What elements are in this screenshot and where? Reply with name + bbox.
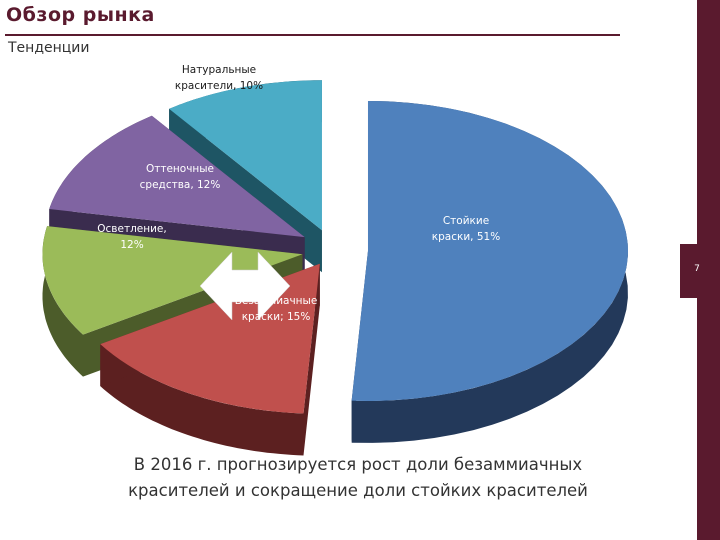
title-divider — [5, 34, 620, 36]
slice-label: Оттеночные средства, 12% — [140, 163, 221, 191]
pie-slice — [351, 100, 628, 401]
slide-caption: В 2016 г. прогнозируется рост доли безам… — [128, 455, 588, 500]
slice-label: Стойкие краски, 51% — [432, 215, 500, 243]
slice-label: Осветление, 12% — [97, 223, 166, 251]
page-number-tab — [680, 244, 720, 298]
slide-title: Обзор рынка — [6, 4, 155, 26]
slide-subtitle: Тенденции — [8, 40, 90, 56]
slice-label: Безаммиачные краски; 15% — [235, 295, 318, 323]
pie-slice — [169, 80, 322, 231]
pie-slice — [42, 226, 303, 335]
slice-label: Натуральные красители, 10% — [175, 64, 263, 92]
pie-slice — [49, 115, 305, 238]
page-number: 7 — [694, 264, 700, 274]
double-arrow-icon — [199, 251, 291, 321]
